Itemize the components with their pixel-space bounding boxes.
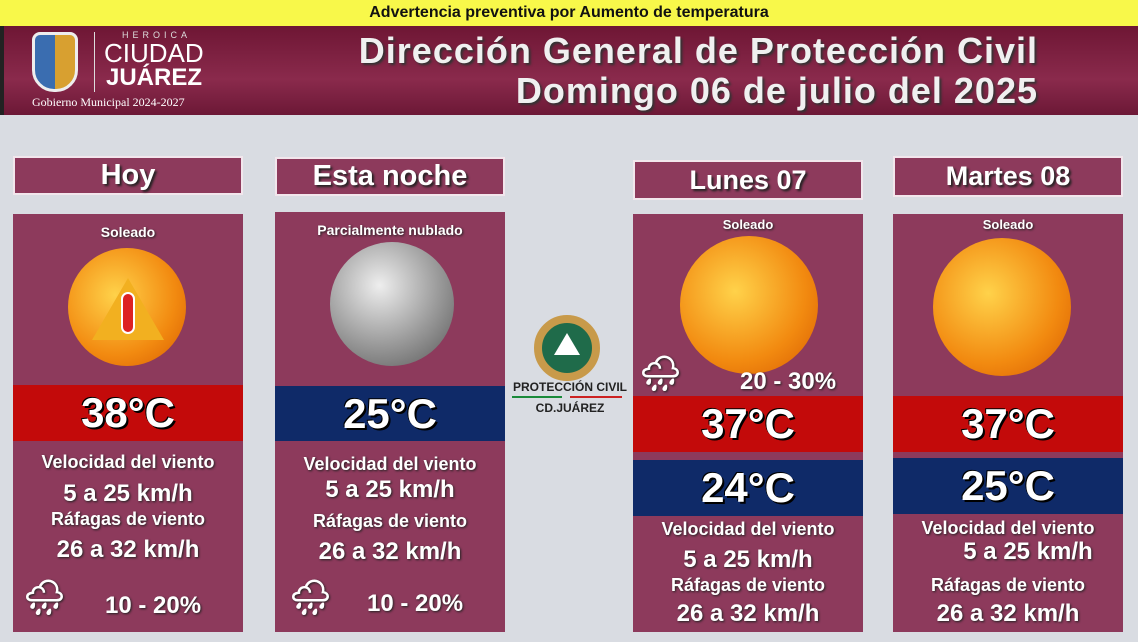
- tab-hoy: Hoy: [13, 156, 243, 195]
- warning-banner: Advertencia preventiva por Aumento de te…: [0, 0, 1138, 26]
- tab-lunes-07: Lunes 07: [633, 160, 863, 200]
- sun-icon: [680, 236, 818, 374]
- rain-chance: 20 - 30%: [739, 368, 837, 395]
- moon-icon: [330, 242, 454, 366]
- center-logo-name: PROTECCIÓN CIVIL: [512, 380, 627, 394]
- gust-value: 26 a 32 km/h: [676, 600, 820, 627]
- wind-label: Velocidad del viento: [661, 519, 835, 539]
- logo-gobierno: Gobierno Municipal 2024-2027: [32, 95, 185, 109]
- sun-icon: [933, 238, 1071, 376]
- gust-label: Ráfagas de viento: [312, 511, 468, 531]
- divider: [512, 396, 562, 398]
- low-temp: 24°C: [633, 460, 863, 516]
- divider: [570, 396, 622, 398]
- rain-cloud-icon: 🌧: [23, 579, 67, 617]
- wind-value: 5 a 25 km/h: [963, 538, 1093, 565]
- gust-label: Ráfagas de viento: [50, 509, 206, 529]
- tab-esta-noche: Esta noche: [275, 157, 505, 196]
- condition: Soleado: [982, 217, 1034, 232]
- wind-label: Velocidad del viento: [921, 518, 1095, 538]
- logo-ciudad: CIUDAD: [104, 38, 204, 68]
- wind-value: 5 a 25 km/h: [683, 546, 813, 573]
- gust-label: Ráfagas de viento: [930, 575, 1086, 595]
- wind-label: Velocidad del viento: [303, 454, 477, 474]
- page-title: Dirección General de Protección Civil: [358, 30, 1038, 71]
- high-temp: 37°C: [633, 396, 863, 452]
- condition: Soleado: [722, 217, 774, 232]
- rain-cloud-icon: 🌧: [639, 355, 683, 393]
- divider: [94, 32, 95, 92]
- gust-label: Ráfagas de viento: [670, 575, 826, 595]
- proteccion-civil-logo-icon: [534, 315, 600, 381]
- logo-heroica: HEROICA: [122, 30, 192, 40]
- condition: Parcialmente nublado: [317, 222, 463, 238]
- logo-juarez: JUÁREZ: [106, 64, 203, 91]
- rain-chance: 10 - 20%: [366, 590, 464, 617]
- forecast-card-martes-08: Soleado 37°C 25°C Velocidad del viento 5…: [893, 214, 1123, 632]
- forecast-card-hoy: Soleado 38°C Velocidad del viento 5 a 25…: [13, 214, 243, 632]
- forecast-card-esta-noche: Parcialmente nublado 25°C Velocidad del …: [275, 212, 505, 632]
- low-temp: 25°C: [275, 386, 505, 441]
- wind-value: 5 a 25 km/h: [325, 476, 455, 503]
- high-temp: 38°C: [13, 385, 243, 441]
- high-temp: 37°C: [893, 396, 1123, 452]
- sun-thermometer-warning-icon: [68, 248, 186, 366]
- rain-chance: 10 - 20%: [104, 592, 202, 619]
- rain-cloud-icon: 🌧: [289, 579, 333, 617]
- wind-value: 5 a 25 km/h: [63, 480, 193, 507]
- low-temp: 25°C: [893, 458, 1123, 514]
- tab-martes-08: Martes 08: [893, 156, 1123, 197]
- gust-value: 26 a 32 km/h: [936, 600, 1080, 627]
- condition: Soleado: [100, 224, 156, 240]
- header: HEROICA CIUDAD JUÁREZ Gobierno Municipal…: [0, 26, 1138, 115]
- center-logo-city: CD.JUÁREZ: [535, 401, 605, 415]
- wind-label: Velocidad del viento: [41, 452, 215, 472]
- page-date: Domingo 06 de julio del 2025: [515, 70, 1038, 111]
- gust-value: 26 a 32 km/h: [318, 538, 462, 565]
- gust-value: 26 a 32 km/h: [56, 536, 200, 563]
- forecast-card-lunes-07: Soleado 🌧 20 - 30% 37°C 24°C Velocidad d…: [633, 214, 863, 632]
- coat-of-arms-icon: [32, 32, 78, 92]
